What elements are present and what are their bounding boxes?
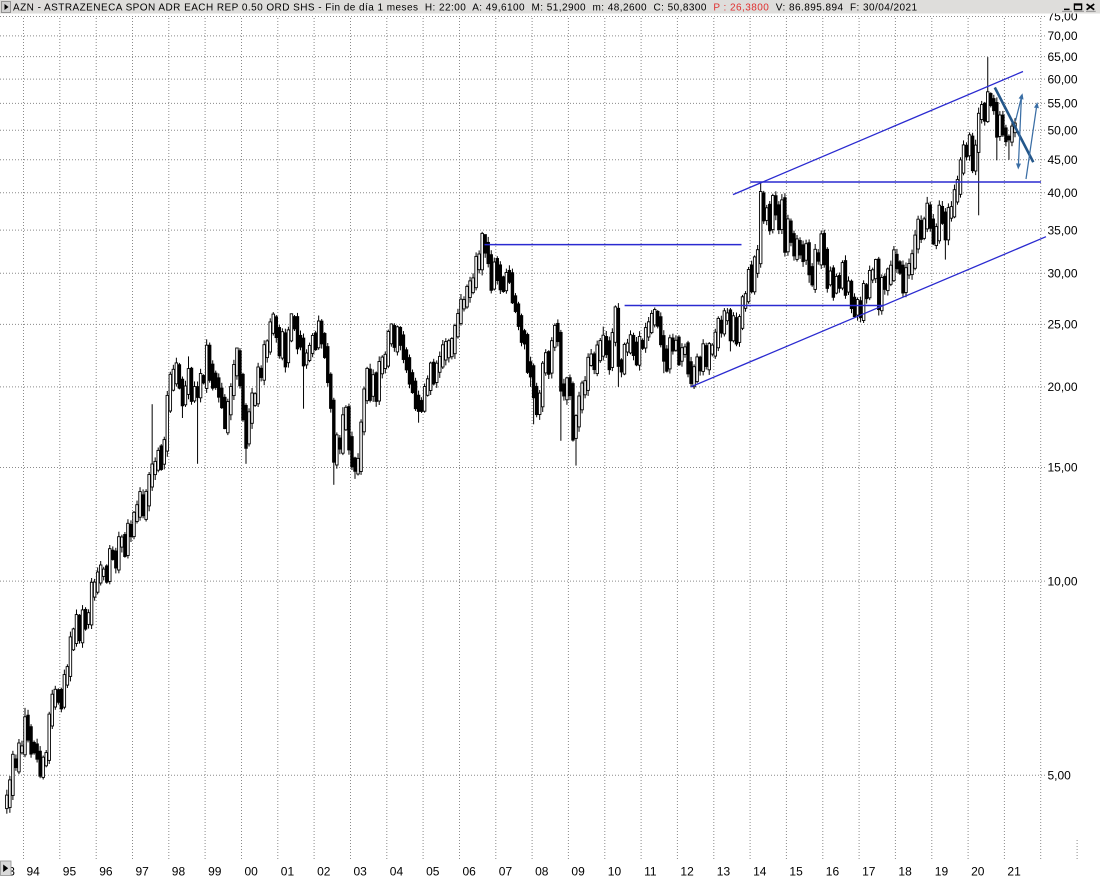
- svg-text:16: 16: [826, 865, 840, 878]
- svg-text:02: 02: [317, 865, 331, 878]
- svg-text:08: 08: [535, 865, 549, 878]
- svg-text:3: 3: [8, 865, 15, 878]
- svg-text:97: 97: [136, 865, 150, 878]
- svg-text:45,00: 45,00: [1048, 153, 1078, 167]
- svg-text:30,00: 30,00: [1048, 267, 1078, 281]
- svg-text:5,00: 5,00: [1048, 769, 1072, 783]
- svg-text:20: 20: [971, 865, 985, 878]
- svg-text:98: 98: [172, 865, 186, 878]
- svg-text:18: 18: [898, 865, 912, 878]
- svg-text:09: 09: [571, 865, 585, 878]
- svg-text:20,00: 20,00: [1048, 380, 1078, 394]
- svg-text:70,00: 70,00: [1048, 29, 1078, 43]
- svg-text:14: 14: [753, 865, 767, 878]
- svg-text:21: 21: [1007, 865, 1021, 878]
- svg-text:15: 15: [789, 865, 803, 878]
- svg-text:AZN - ASTRAZENECA SPON ADR EAC: AZN - ASTRAZENECA SPON ADR EACH REP 0.50…: [13, 3, 918, 14]
- svg-text:11: 11: [644, 865, 657, 878]
- svg-text:05: 05: [426, 865, 440, 878]
- svg-text:55,00: 55,00: [1048, 97, 1078, 111]
- svg-text:12: 12: [680, 865, 694, 878]
- svg-text:13: 13: [717, 865, 731, 878]
- svg-text:25,00: 25,00: [1048, 318, 1078, 332]
- svg-text:06: 06: [463, 865, 477, 878]
- svg-text:00: 00: [245, 865, 259, 878]
- svg-text:60,00: 60,00: [1048, 72, 1078, 86]
- svg-text:03: 03: [354, 865, 368, 878]
- svg-text:19: 19: [935, 865, 949, 878]
- svg-text:50,00: 50,00: [1048, 123, 1078, 137]
- svg-text:15,00: 15,00: [1048, 461, 1078, 475]
- svg-text:04: 04: [390, 865, 404, 878]
- svg-text:35,00: 35,00: [1048, 223, 1078, 237]
- svg-text:17: 17: [862, 865, 876, 878]
- svg-text:94: 94: [27, 865, 41, 878]
- svg-text:96: 96: [99, 865, 113, 878]
- svg-text:99: 99: [208, 865, 222, 878]
- svg-text:40,00: 40,00: [1048, 186, 1078, 200]
- svg-text:10,00: 10,00: [1048, 574, 1078, 588]
- svg-text:95: 95: [63, 865, 77, 878]
- svg-text:01: 01: [281, 865, 295, 878]
- svg-text:65,00: 65,00: [1048, 50, 1078, 64]
- svg-text:07: 07: [499, 865, 513, 878]
- svg-text:10: 10: [608, 865, 622, 878]
